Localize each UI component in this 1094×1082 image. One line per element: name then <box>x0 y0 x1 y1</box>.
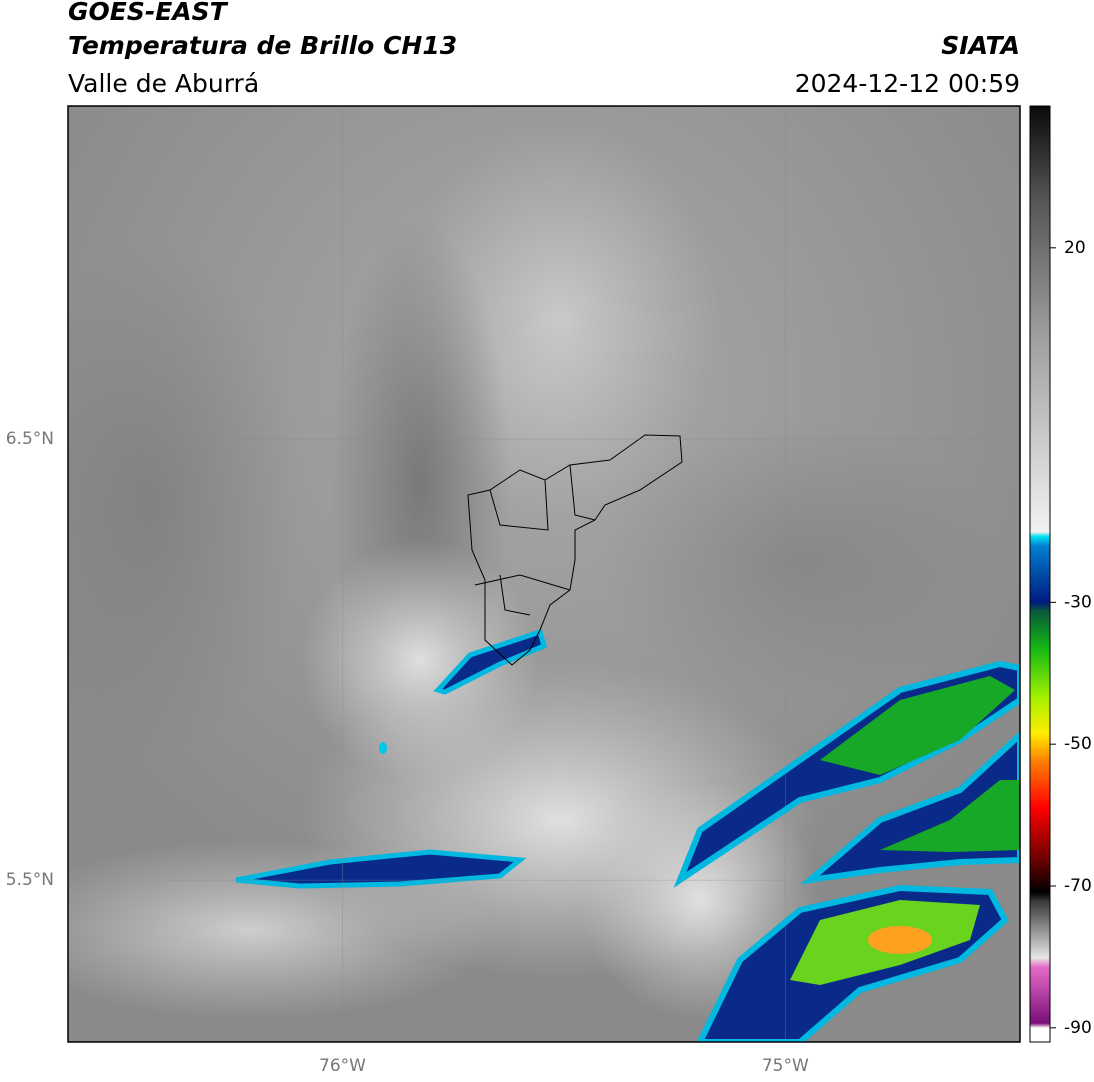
region: Valle de Aburrá <box>68 69 259 98</box>
colorbar-ticks: 20 -30 -50 -70 -90 <box>1050 238 1092 1038</box>
map-frame <box>67 105 1021 1043</box>
lon-label: 75°W <box>762 1056 809 1076</box>
colorbar-tick-label: 20 <box>1064 238 1086 258</box>
colorbar-tick-label: -50 <box>1064 734 1092 754</box>
lat-label: 5.5°N <box>6 870 54 890</box>
datetime: 2024-12-12 00:59 <box>795 69 1020 98</box>
colorbar-tick-label: -90 <box>1064 1018 1092 1038</box>
title: GOES-EAST <box>68 0 229 26</box>
lat-label: 6.5°N <box>6 429 54 449</box>
graticule <box>68 106 1020 1042</box>
source: SIATA <box>941 31 1020 60</box>
lon-label: 76°W <box>319 1056 366 1076</box>
subtitle: Temperatura de Brillo CH13 <box>68 31 457 60</box>
colorbar-tick-label: -30 <box>1064 592 1092 612</box>
colorbar <box>1029 105 1051 1043</box>
colorbar-tick-label: -70 <box>1064 876 1092 896</box>
satellite-image <box>68 106 1020 1042</box>
